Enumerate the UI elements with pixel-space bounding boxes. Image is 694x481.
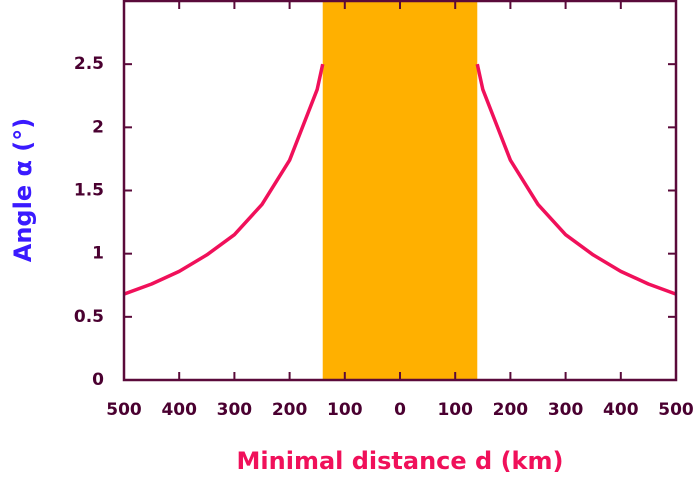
x-tick-label: 400 <box>603 400 639 420</box>
y-axis-label: Angle α (°) <box>9 118 37 262</box>
x-tick-label: 100 <box>327 400 363 420</box>
line <box>123 63 677 296</box>
x-tick-label: 300 <box>548 400 584 420</box>
y-tick-label: 2 <box>92 117 104 137</box>
x-tick-label: 300 <box>217 400 253 420</box>
x-tick-label: 0 <box>394 400 406 420</box>
x-tick-label: 500 <box>658 400 694 420</box>
y-tick-label: 0.5 <box>74 307 104 327</box>
x-axis-label: Minimal distance d (km) <box>237 447 564 475</box>
x-tick-label: 200 <box>272 400 308 420</box>
x-tick-label: 200 <box>493 400 529 420</box>
y-tick-label: 1.5 <box>74 181 104 201</box>
band <box>322 1 478 380</box>
x-tick-label: 100 <box>437 400 473 420</box>
x-tick-label: 500 <box>106 400 142 420</box>
x-tick-label: 400 <box>161 400 197 420</box>
y-tick-label: 0 <box>92 370 104 390</box>
y-tick-label: 1 <box>92 244 104 264</box>
y-tick-label: 2.5 <box>74 54 104 74</box>
